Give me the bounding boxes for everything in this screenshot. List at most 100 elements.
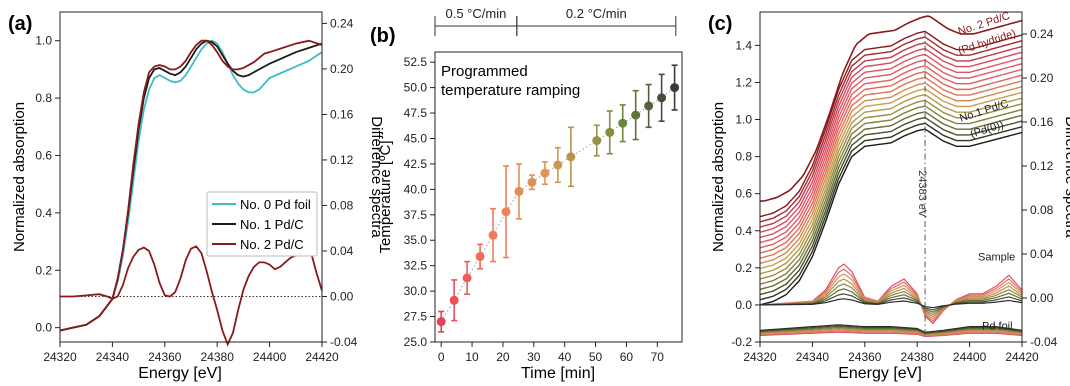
panel-b-label: (b) [370, 25, 396, 47]
panel-b-frame [434, 51, 683, 343]
panel-b-xtick-label: 30 [527, 350, 541, 364]
panel-c-ytick-label: 1.4 [735, 38, 752, 52]
legend-label-pd-c-1: No. 1 Pd/C [240, 217, 304, 232]
panel-b-ytick-label: 35.0 [404, 233, 428, 247]
panel-c-stack-line [759, 30, 1023, 218]
panel-b-data-point [566, 152, 576, 162]
panel-c-stack-line [759, 53, 1023, 239]
panel-a-series-line-1 [59, 39, 323, 332]
panel-b-xtick-label: 60 [620, 350, 634, 364]
panel-b-ytick-label: 45.0 [404, 131, 428, 145]
panel-a-xtick-label: 24420 [305, 350, 339, 364]
panel-c-ytick-label: 0.0 [735, 298, 752, 312]
panel-c-xtick-label: 24340 [796, 350, 830, 364]
panel-c-diff-sample-line [759, 298, 1023, 309]
ramp-annotation-line2: temperature ramping [441, 82, 580, 99]
panel-a-y2label: Difference spectra [368, 116, 385, 238]
panel-b-data-point [514, 186, 524, 196]
panel-a-ylabel: Normalized absorption [11, 102, 28, 252]
panel-c-ytick-label: 0.2 [735, 261, 752, 275]
panel-a-y2tick-label: 0.24 [330, 16, 354, 30]
panel-b-ytick-label: 50.0 [404, 81, 428, 95]
ramp-segment-label: 0.5 °C/min [445, 6, 506, 21]
panel-c-ytick-label: -0.2 [731, 335, 752, 349]
panel-b-xtick-label: 70 [651, 350, 665, 364]
panel-a-ytick-label: 1.0 [35, 34, 52, 48]
panel-b-xtick-label: 20 [496, 350, 510, 364]
panel-c-stack-line [759, 59, 1023, 244]
panel-b-data-point [540, 168, 550, 178]
panel-c-stack-line [759, 76, 1023, 259]
panel-a-ytick-label: 0.2 [35, 263, 52, 277]
panel-b-xtick-label: 0 [438, 350, 445, 364]
panel-b-ytick-label: 47.5 [404, 106, 428, 120]
panel-c-stack-line [759, 82, 1023, 265]
panel-c-y2tick-label: 0.16 [1030, 115, 1054, 129]
panel-b-ytick-label: 27.5 [404, 310, 428, 324]
panel-c-xtick-label: 24400 [953, 350, 987, 364]
panel-c-label-sample: Sample [978, 252, 1015, 264]
panel-a-y2tick-label: 0.16 [330, 107, 354, 121]
panel-c-y2tick-label: 0.08 [1030, 203, 1054, 217]
panel-c-diff-foil-line [759, 328, 1023, 336]
legend: No. 0 Pd foil No. 1 Pd/C No. 2 Pd/C [206, 191, 318, 257]
panel-c-stack-line [759, 88, 1023, 270]
panel-b-data-point [592, 136, 602, 146]
panel-c-stack-line [759, 116, 1023, 296]
panel-c-y2tick-label: 0.20 [1030, 71, 1054, 85]
panel-a-ytick-label: 0.6 [35, 148, 52, 162]
panel-b-xtick-label: 50 [589, 350, 603, 364]
panel-b-ytick-label: 30.0 [404, 284, 428, 298]
panel-a-y2tick-label: -0.04 [330, 335, 358, 349]
panel-a-series-line-0 [59, 39, 323, 332]
panel-a: (a) 24320 24340 24360 24380 24400 24420 0.0 0.2… [8, 11, 385, 382]
panel-c-ytick-label: 0.6 [735, 187, 752, 201]
panel-c-stack-line [759, 128, 1023, 306]
panel-c-frame [759, 11, 1023, 343]
panel-a-ytick-label: 0.4 [35, 206, 52, 220]
panel-c-diff-foil-line [759, 331, 1023, 338]
panel-c-stack-line [759, 105, 1023, 285]
panel-c-diff-foil-line [759, 327, 1023, 335]
panel-c-stack-line [759, 93, 1023, 275]
panel-c-diff-foil-line [759, 326, 1023, 335]
panel-c-label-foil: Pd foil [982, 320, 1013, 332]
panel-a-xtick-label: 24400 [253, 350, 287, 364]
panel-c-y2tick-label: 0.12 [1030, 159, 1054, 173]
panel-b-ytick-label: 37.5 [404, 208, 428, 222]
legend-label-pd-c-2: No. 2 Pd/C [240, 237, 304, 252]
panel-c-y2tick-label: 0.24 [1030, 27, 1054, 41]
panel-c-y2tick-label: 0.00 [1030, 291, 1054, 305]
panel-b-data-point [475, 252, 485, 262]
panel-c-ytick-label: 1.2 [735, 75, 752, 89]
panel-a-series-line-2 [59, 39, 323, 332]
panel-a-y2tick-label: 0.20 [330, 62, 354, 76]
panel-a-y2tick-label: 0.00 [330, 289, 354, 303]
panel-b-data-point [488, 230, 498, 240]
panel-c-stack-line [759, 42, 1023, 228]
panel-a-xtick-label: 24320 [43, 350, 77, 364]
panel-a-xtick-label: 24360 [148, 350, 182, 364]
ramp-segment-label: 0.2 °C/min [566, 6, 627, 21]
panel-b-data-point [644, 101, 654, 111]
panel-b-plot-area: 0 10 20 30 40 50 60 70 25.0 27.5 30.0 32.5 35.0 37.5 4… [404, 55, 680, 364]
panel-c-top-spectrum [760, 15, 1023, 202]
panel-b-ytick-label: 25.0 [404, 335, 428, 349]
panel-a-plot-area: 24320 24340 24360 24380 24400 24420 0.0 0.2 0.4 0… [35, 16, 357, 364]
panel-c-ytick-label: 0.4 [735, 224, 752, 238]
panel-c-stack-line [759, 36, 1023, 223]
panel-c-xtick-label: 24320 [743, 350, 777, 364]
panel-a-ytick-label: 0.8 [35, 91, 52, 105]
panel-b-data-point [436, 317, 446, 327]
panel-b-data-point [553, 160, 563, 170]
panel-c-stack-line [759, 111, 1023, 291]
panel-c-xtick-label: 24360 [848, 350, 882, 364]
panel-c-ytick-label: 1.0 [735, 113, 752, 127]
ramp-rate-bar: 0.5 °C/min 0.2 °C/min [434, 6, 677, 36]
panel-b-data-point [605, 127, 615, 137]
panel-a-frame [59, 11, 323, 343]
panel-c-xtick-label: 24420 [1005, 350, 1039, 364]
panel-c-stack-line [759, 65, 1023, 249]
